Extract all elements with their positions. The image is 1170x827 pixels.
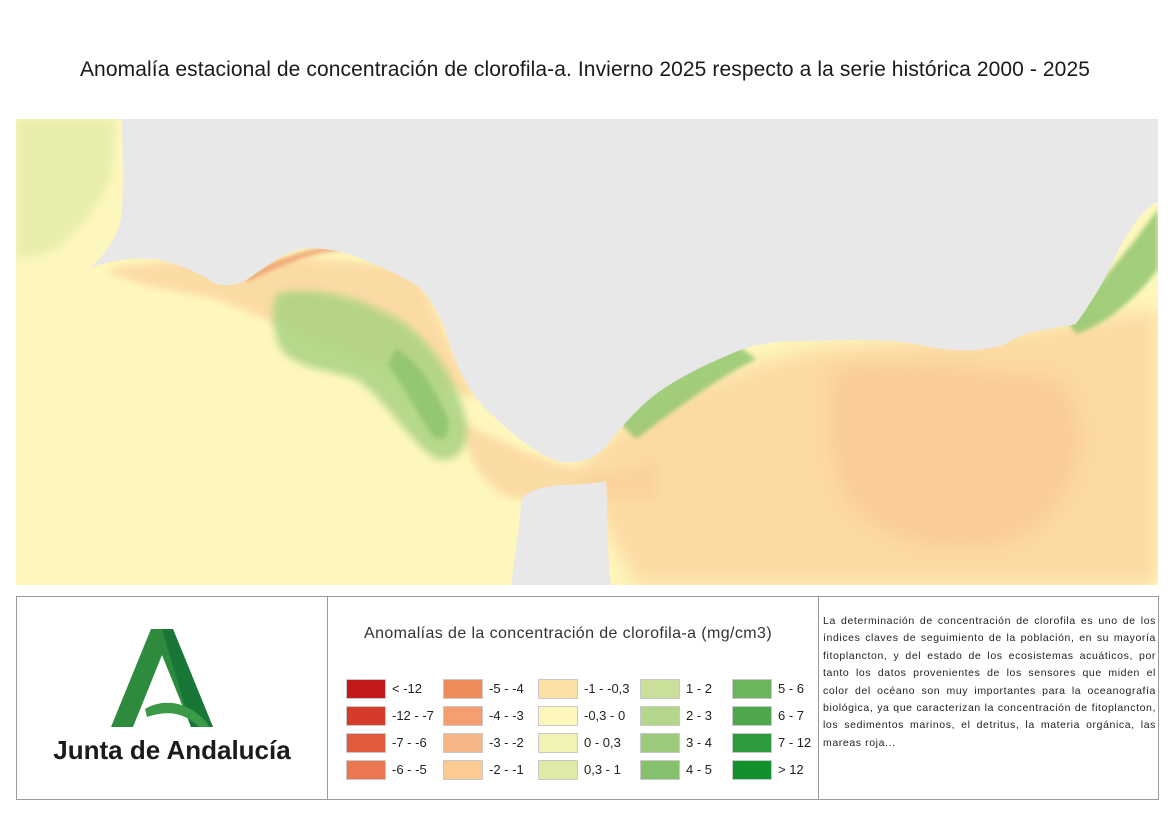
legend-item: -1 - -0,3 (538, 679, 638, 699)
legend-swatch (732, 679, 772, 699)
chlorophyll-anomaly-map[interactable] (16, 119, 1158, 585)
legend-swatch (346, 733, 386, 753)
legend-swatch (640, 706, 680, 726)
junta-andalucia-logo-icon (111, 629, 213, 727)
legend-item: -4 - -3 (443, 706, 543, 726)
legend-item: 5 - 6 (732, 679, 832, 699)
legend-label: 1 - 2 (686, 681, 713, 696)
legend-label: 4 - 5 (686, 762, 713, 777)
legend-item: 7 - 12 (732, 733, 832, 753)
logo-panel: Junta de Andalucía (16, 596, 328, 800)
legend-label: 0 - 0,3 (584, 735, 621, 750)
legend-item: -3 - -2 (443, 733, 543, 753)
legend-swatch (443, 760, 483, 780)
legend-item: -6 - -5 (346, 760, 446, 780)
legend-item: -2 - -1 (443, 760, 543, 780)
legend-label: < -12 (392, 681, 422, 696)
anomaly-negative-center (829, 364, 1080, 547)
legend-swatch (732, 706, 772, 726)
legend-swatch (640, 733, 680, 753)
legend-item: > 12 (732, 760, 832, 780)
legend-swatch (538, 733, 578, 753)
legend-item: -12 - -7 (346, 706, 446, 726)
legend-swatch (346, 760, 386, 780)
legend-panel: Anomalías de la concentración de clorofi… (327, 596, 819, 800)
legend-swatch (443, 706, 483, 726)
land-iberia (91, 119, 1158, 463)
legend-item: 1 - 2 (640, 679, 740, 699)
legend-swatch (538, 706, 578, 726)
legend-swatch (732, 760, 772, 780)
anomaly-positive-cadiz-inner (388, 349, 449, 439)
legend-item: 3 - 4 (640, 733, 740, 753)
description-text: La determinación de concentración de clo… (823, 615, 1156, 749)
legend-label: 5 - 6 (778, 681, 805, 696)
legend-label: 3 - 4 (686, 735, 713, 750)
legend-swatch (538, 760, 578, 780)
legend-swatch (538, 679, 578, 699)
legend-label: -2 - -1 (489, 762, 524, 777)
legend-label: -0,3 - 0 (584, 708, 626, 723)
legend-swatch (640, 679, 680, 699)
legend-label: -4 - -3 (489, 708, 524, 723)
map-title: Anomalía estacional de concentración de … (79, 58, 1091, 81)
legend-item: 2 - 3 (640, 706, 740, 726)
legend-label: 0,3 - 1 (584, 762, 621, 777)
legend-label: > 12 (778, 762, 804, 777)
legend-item: 0 - 0,3 (538, 733, 638, 753)
legend-title: Anomalías de la concentración de clorofi… (364, 625, 773, 642)
legend-item: 6 - 7 (732, 706, 832, 726)
legend-swatch (443, 679, 483, 699)
logo-text: Junta de Andalucía (53, 735, 291, 765)
legend-swatch (640, 760, 680, 780)
legend-label: 7 - 12 (778, 735, 812, 750)
legend-item: 4 - 5 (640, 760, 740, 780)
anomaly-positive-cadiz (272, 290, 467, 460)
legend-label: -1 - -0,3 (584, 681, 630, 696)
legend-swatch (443, 733, 483, 753)
anomaly-positive-north-atlantic (16, 119, 116, 259)
legend-item: -0,3 - 0 (538, 706, 638, 726)
legend-item: -7 - -6 (346, 733, 446, 753)
legend-label: -7 - -6 (392, 735, 427, 750)
legend-label: 2 - 3 (686, 708, 713, 723)
legend-label: -5 - -4 (489, 681, 524, 696)
land-north-africa (511, 481, 611, 585)
legend-label: -12 - -7 (392, 708, 434, 723)
legend-swatch (346, 706, 386, 726)
legend-item: -5 - -4 (443, 679, 543, 699)
anomaly-positive-morocco-coast (616, 344, 756, 439)
legend-label: -6 - -5 (392, 762, 427, 777)
legend-swatch (732, 733, 772, 753)
legend-label: -3 - -2 (489, 735, 524, 750)
anomaly-negative-strait (456, 419, 656, 500)
legend-swatch (346, 679, 386, 699)
legend-item: < -12 (346, 679, 446, 699)
legend-item: 0,3 - 1 (538, 760, 638, 780)
legend-label: 6 - 7 (778, 708, 805, 723)
map-canvas (16, 119, 1158, 585)
description-panel: La determinación de concentración de clo… (818, 596, 1159, 800)
